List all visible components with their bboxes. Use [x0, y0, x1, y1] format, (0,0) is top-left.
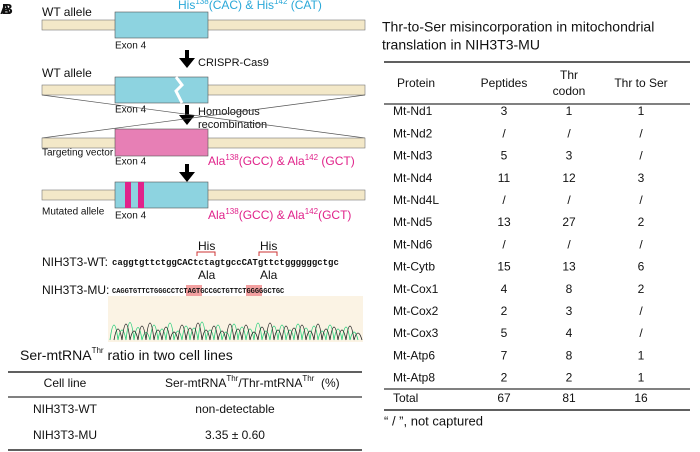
codon-label: His — [260, 239, 277, 253]
cell: Mt-Cox3 — [393, 326, 439, 340]
cell: 4 — [501, 282, 508, 296]
cell: Mt-Cytb — [393, 260, 435, 274]
header-cell: Thr to Ser — [614, 76, 667, 90]
row-label: NIH3T3-MU: — [42, 283, 109, 297]
cell: / — [639, 193, 643, 207]
label: WT allele — [42, 5, 92, 19]
cell: Mt-Nd4L — [393, 193, 439, 207]
cell: 3.35 ± 0.60 — [205, 428, 265, 442]
cell: 2 — [501, 371, 508, 385]
table-title: Ser-mtRNAThr ratio in two cell lines — [20, 346, 233, 363]
cell: / — [567, 126, 571, 140]
cell: 2 — [638, 215, 645, 229]
cell: 1 — [566, 104, 573, 118]
cell: 15 — [497, 260, 511, 274]
label: recombination — [198, 119, 267, 131]
cell: 3 — [566, 304, 573, 318]
cell: 8 — [566, 282, 573, 296]
label: CRISPR-Cas9 — [198, 57, 269, 69]
cell: / — [639, 126, 643, 140]
note: Ala138(GCC) & Ala142 (GCT) — [208, 153, 355, 168]
exon-label: Exon 4 — [115, 41, 147, 52]
cell: Mt-Nd6 — [393, 237, 433, 251]
cell: / — [502, 237, 506, 251]
sequence-text: caggtgttctggCACtctagtgccCATgttctggggggct… — [112, 258, 339, 268]
header-cell: Cell line — [44, 376, 87, 390]
sequence: His His NIH3T3-WT: caggtgttctggCACtctagt… — [42, 239, 363, 342]
cell: NIH3T3-MU — [33, 428, 97, 442]
cell: 1 — [638, 104, 645, 118]
cell: / — [639, 304, 643, 318]
exon-label: Exon 4 — [115, 157, 147, 168]
cell: 11 — [498, 171, 511, 185]
cell: 2 — [566, 371, 573, 385]
cell: 81 — [562, 391, 576, 405]
cell: NIH3T3-WT — [33, 402, 98, 416]
cell: 16 — [634, 391, 648, 405]
table-title: translation in NIH3T3-MU — [382, 37, 540, 53]
header-cell: Protein — [397, 76, 435, 90]
panel-label: B — [2, 1, 13, 18]
cell: 3 — [501, 104, 508, 118]
panel-label: A — [0, 1, 11, 18]
cell: / — [567, 193, 571, 207]
row-label: NIH3T3-WT: — [42, 255, 108, 269]
cell: Mt-Nd2 — [393, 126, 433, 140]
diagram: WT allele His138(CAC) & His142 (CAT) Exo… — [41, 0, 366, 222]
codon-label: Ala — [198, 268, 216, 282]
label: WT allele — [42, 66, 92, 80]
note: His138(CAC) & His142 (CAT) — [178, 0, 322, 12]
cell: 13 — [562, 260, 576, 274]
cell: 12 — [562, 171, 576, 185]
cell: 1 — [638, 348, 645, 362]
table-title: Thr-to-Ser misincorporation in mitochond… — [382, 19, 654, 35]
header-cell: codon — [553, 84, 586, 98]
footnote: “ / ”, not captured — [384, 413, 483, 428]
cell: / — [502, 126, 506, 140]
exon-label: Exon 4 — [115, 211, 147, 222]
cell: / — [639, 237, 643, 251]
cell: / — [502, 193, 506, 207]
cell: / — [567, 237, 571, 251]
cell: Mt-Cox1 — [393, 282, 439, 296]
cell: Total — [393, 391, 418, 405]
cell: 8 — [566, 348, 573, 362]
codon-label: Ala — [260, 268, 278, 282]
left-table: Ser-mtRNAThr ratio in two cell lines Cel… — [8, 346, 362, 451]
label: Targeting vector — [42, 148, 114, 159]
cell: 5 — [501, 149, 508, 163]
note: Ala138(GCC) & Ala142(GCT) — [208, 207, 351, 222]
cell: 13 — [497, 215, 511, 229]
cell: 27 — [562, 215, 576, 229]
cell: Mt-Atp8 — [393, 371, 435, 385]
cell: Mt-Nd5 — [393, 215, 433, 229]
cell: Mt-Nd4 — [393, 171, 433, 185]
cell: 67 — [497, 391, 511, 405]
right-table: Thr-to-Ser misincorporation in mitochond… — [382, 19, 690, 428]
cell: 1 — [638, 371, 645, 385]
header-cell: Peptides — [481, 76, 528, 90]
cell: 6 — [638, 260, 645, 274]
cell: 3 — [566, 149, 573, 163]
label: Mutated allele — [42, 207, 105, 218]
cell: non-detectable — [195, 402, 275, 416]
cell: 3 — [638, 171, 645, 185]
header-cell: Thr — [560, 68, 578, 82]
cell: / — [639, 149, 643, 163]
cell: 5 — [501, 326, 508, 340]
cell: Mt-Atp6 — [393, 348, 435, 362]
codon-label: His — [198, 239, 215, 253]
header-cell: Ser-mtRNAThr/Thr-mtRNAThr (%) — [165, 374, 340, 390]
cell: Mt-Cox2 — [393, 304, 439, 318]
cell: / — [639, 326, 643, 340]
exon-label: Exon 4 — [115, 105, 147, 116]
cell: 4 — [566, 326, 573, 340]
cell: 2 — [638, 282, 645, 296]
cell: Mt-Nd3 — [393, 149, 433, 163]
cell: Mt-Nd1 — [393, 104, 433, 118]
cell: 2 — [501, 304, 508, 318]
cell: 7 — [501, 348, 508, 362]
sequence-text: CAGGTGTTCTGGGCCTCTAGTGCCGCTGTTCTGGGGGCTG… — [112, 288, 284, 296]
